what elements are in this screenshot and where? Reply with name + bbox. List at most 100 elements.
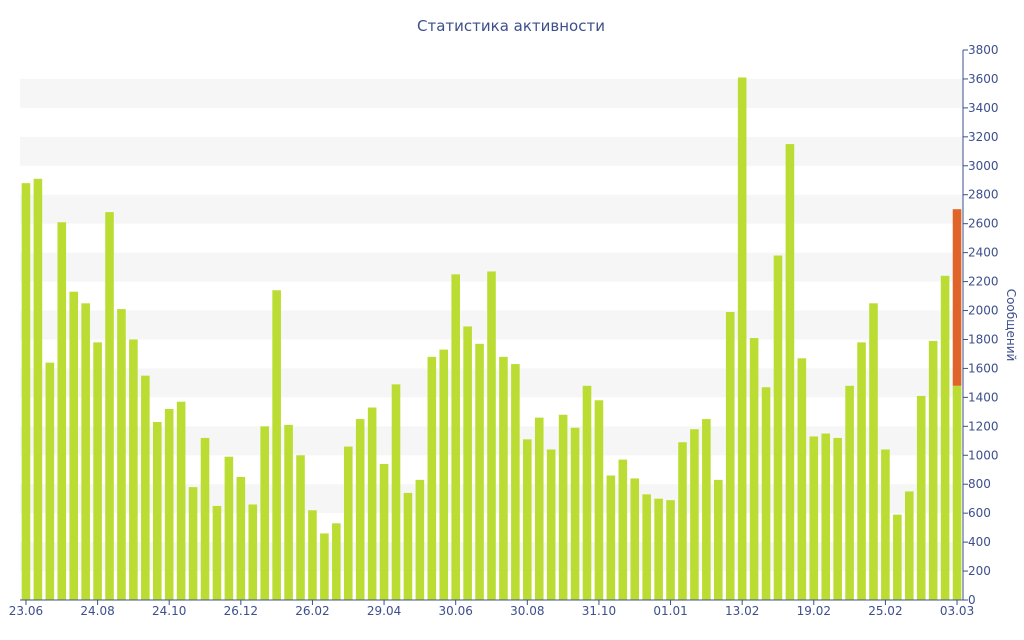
y-tick-label: 2600 (968, 217, 999, 231)
bar (630, 478, 640, 600)
bar (463, 326, 472, 600)
bar (236, 476, 246, 600)
bar (558, 414, 568, 600)
bar (105, 212, 114, 600)
x-tick-label: 13.02 (725, 604, 759, 618)
bar (93, 342, 102, 600)
bar (391, 384, 401, 600)
bar (893, 514, 902, 600)
bar (857, 342, 866, 600)
y-tick-label: 1200 (968, 419, 999, 433)
bar (403, 492, 413, 600)
bar (797, 358, 807, 600)
y-tick-label: 3200 (968, 130, 999, 144)
bar (415, 479, 425, 600)
bar (606, 475, 616, 600)
y-tick-label: 1600 (968, 361, 999, 375)
bar (642, 494, 651, 600)
x-tick-label: 30.08 (510, 604, 544, 618)
y-tick-label: 0 (968, 593, 976, 607)
x-tick-label: 24.10 (152, 604, 186, 618)
bar (451, 274, 460, 600)
x-tick-label: 31.10 (582, 604, 616, 618)
bar (475, 343, 484, 600)
y-tick-label: 2000 (968, 304, 999, 318)
y-tick-label: 200 (968, 564, 991, 578)
bar (654, 498, 663, 600)
bar (511, 364, 520, 600)
bar (570, 427, 580, 600)
bar (845, 385, 854, 600)
bar (690, 429, 699, 600)
y-tick-label: 1000 (968, 448, 999, 462)
bar (940, 275, 950, 600)
bar (21, 183, 31, 600)
bar (678, 442, 687, 600)
bars (21, 77, 962, 601)
bar (618, 459, 628, 600)
bar-highlight (952, 209, 962, 386)
x-tick-label: 29.04 (367, 604, 401, 618)
bar (57, 222, 67, 600)
grid-band (20, 136, 963, 166)
bar (427, 356, 437, 600)
y-tick-label: 800 (968, 477, 991, 491)
y-tick-label: 600 (968, 506, 991, 520)
x-tick-label: 26.12 (224, 604, 258, 618)
bar (487, 271, 496, 600)
bar (81, 303, 90, 600)
y-tick-label: 1400 (968, 390, 999, 404)
bar (129, 339, 138, 600)
bar (523, 439, 532, 600)
bar (117, 309, 126, 600)
bar (928, 340, 938, 600)
bar (296, 455, 305, 600)
bar (499, 356, 508, 600)
bar (200, 437, 210, 600)
bar (343, 446, 353, 600)
bar (308, 510, 317, 600)
x-tick-label: 25.02 (868, 604, 902, 618)
bar (582, 385, 592, 600)
x-tick-label: 23.06 (9, 604, 43, 618)
axes (20, 50, 964, 601)
bar (737, 77, 747, 600)
x-tick-label: 26.02 (295, 604, 329, 618)
bar (212, 505, 222, 600)
grid-band (20, 78, 963, 108)
x-tick-label: 24.08 (80, 604, 114, 618)
bar (546, 449, 556, 600)
y-tick-label: 3800 (968, 43, 999, 57)
bar (260, 426, 269, 600)
bar (188, 487, 198, 600)
y-tick-label: 3600 (968, 72, 999, 86)
y-tick-label: 2400 (968, 246, 999, 260)
y-tick-label: 3000 (968, 159, 999, 173)
bar (809, 436, 819, 600)
x-ticks: 23.06 24.08 24.10 26.12 26.02 29.04 30.06 30.08… (9, 600, 974, 618)
bar (534, 417, 544, 600)
bar (725, 311, 735, 600)
y-ticks: 0 200 400 600 800 1000 1200 1400 1600 1800 2000 220… (963, 43, 999, 607)
bar (152, 421, 162, 600)
x-tick-label: 03.03 (940, 604, 974, 618)
bar (176, 401, 186, 600)
bar (773, 255, 783, 601)
grid-band (20, 194, 963, 224)
y-tick-label: 400 (968, 535, 991, 549)
y-tick-label: 3400 (968, 101, 999, 115)
bar (785, 144, 795, 600)
bar (869, 303, 878, 600)
bar (69, 291, 79, 600)
bar (332, 523, 341, 600)
bar (821, 433, 831, 600)
bar (594, 400, 604, 600)
y-tick-label: 1800 (968, 332, 999, 346)
bar (881, 449, 890, 600)
bar (904, 491, 914, 600)
x-tick-label: 19.02 (797, 604, 831, 618)
bar (45, 362, 55, 600)
bar (952, 385, 962, 600)
bar (355, 419, 365, 600)
